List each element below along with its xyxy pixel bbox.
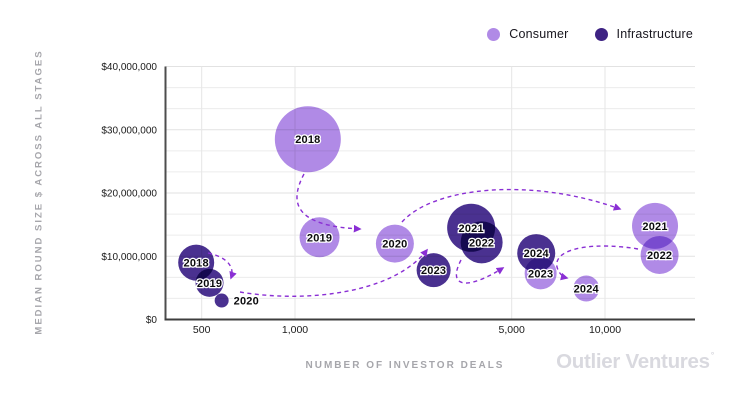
bubble-label-consumer-2022: 2022 (647, 250, 672, 262)
bubble-consumer-2018[interactable] (274, 106, 341, 173)
trend-arrow-consumer-2022-2024 (556, 245, 639, 281)
bubble-label-consumer-2019: 2019 (307, 232, 332, 244)
trend-arrow-infrastructure-2018-2020 (207, 252, 237, 280)
legend-item-consumer[interactable]: Consumer (487, 27, 568, 41)
y-tick-label: $10,000,000 (101, 252, 157, 263)
legend: Consumer Infrastructure (487, 27, 693, 41)
bubble-label-consumer-2023: 2023 (528, 268, 553, 280)
infrastructure-dot-icon (594, 27, 608, 41)
axes (164, 66, 695, 321)
bubble-consumer-2020[interactable] (375, 224, 414, 263)
bubble-consumer-2022[interactable] (640, 235, 679, 274)
outlier-ventures-logo: Outlier Ventures° (556, 350, 715, 374)
bubble-label-infrastructure-2024: 2024 (524, 248, 550, 260)
x-tick-label: 1,000 (282, 324, 308, 336)
x-axis-title: NUMBER OF INVESTOR DEALS (305, 360, 505, 371)
bubble-infrastructure-2020[interactable] (214, 293, 229, 308)
y-tick-label: $40,000,000 (101, 62, 157, 73)
bubble-labels: 2018 2019 2020 2021 2022 2023 2024 2018 2019 2020… (182, 133, 673, 309)
trend-arrows (207, 173, 639, 297)
legend-label-infrastructure: Infrastructure (616, 27, 693, 41)
bubble-consumer-2023[interactable] (524, 257, 557, 290)
consumer-dot-icon (487, 27, 501, 41)
bubble-label-infrastructure-2022: 2022 (469, 237, 494, 249)
bubble-label-consumer-2020: 2020 (382, 239, 407, 251)
trend-arrow-infrastructure-2020-2021 (239, 248, 428, 297)
y-tick-label: $20,000,000 (101, 189, 157, 200)
bubble-label-consumer-2024: 2024 (574, 284, 600, 296)
y-tick-label: $30,000,000 (101, 125, 157, 136)
legend-label-consumer: Consumer (509, 27, 569, 41)
bubble-label-consumer-2021: 2021 (642, 221, 667, 233)
legend-item-infrastructure[interactable]: Infrastructure (594, 27, 693, 41)
tick-labels: $0 $10,000,000 $20,000,000 $30,000,000 $40,0… (101, 62, 621, 336)
bubble-infrastructure-2022[interactable] (460, 221, 503, 264)
bubble-label-infrastructure-2020: 2020 (234, 296, 259, 308)
bubble-label-consumer-2018: 2018 (295, 134, 320, 146)
bubble-consumer-2024[interactable] (573, 275, 600, 302)
bubble-infrastructure-2019[interactable] (195, 268, 224, 297)
bubble-infrastructure-2023[interactable] (416, 253, 451, 288)
y-tick-label: $0 (146, 315, 158, 326)
x-tick-label: 500 (193, 324, 211, 336)
trend-arrow-consumer-2018-2020 (296, 173, 362, 233)
logo-mark-icon: ° (710, 350, 715, 361)
bubble-label-infrastructure-2018: 2018 (184, 258, 209, 270)
bubble-label-infrastructure-2023: 2023 (421, 265, 446, 277)
x-tick-label: 10,000 (589, 324, 621, 336)
bubble-consumer-2019[interactable] (299, 217, 340, 258)
bubbles (178, 106, 679, 308)
logo-text: Outlier Ventures (556, 350, 710, 373)
bubble-label-infrastructure-2019: 2019 (197, 278, 222, 290)
x-tick-label: 5,000 (499, 324, 525, 336)
bubble-label-infrastructure-2021: 2021 (459, 223, 484, 235)
trend-arrow-consumer-2020-2021 (401, 188, 622, 223)
trend-arrow-infrastructure-2022-2024 (455, 259, 505, 284)
